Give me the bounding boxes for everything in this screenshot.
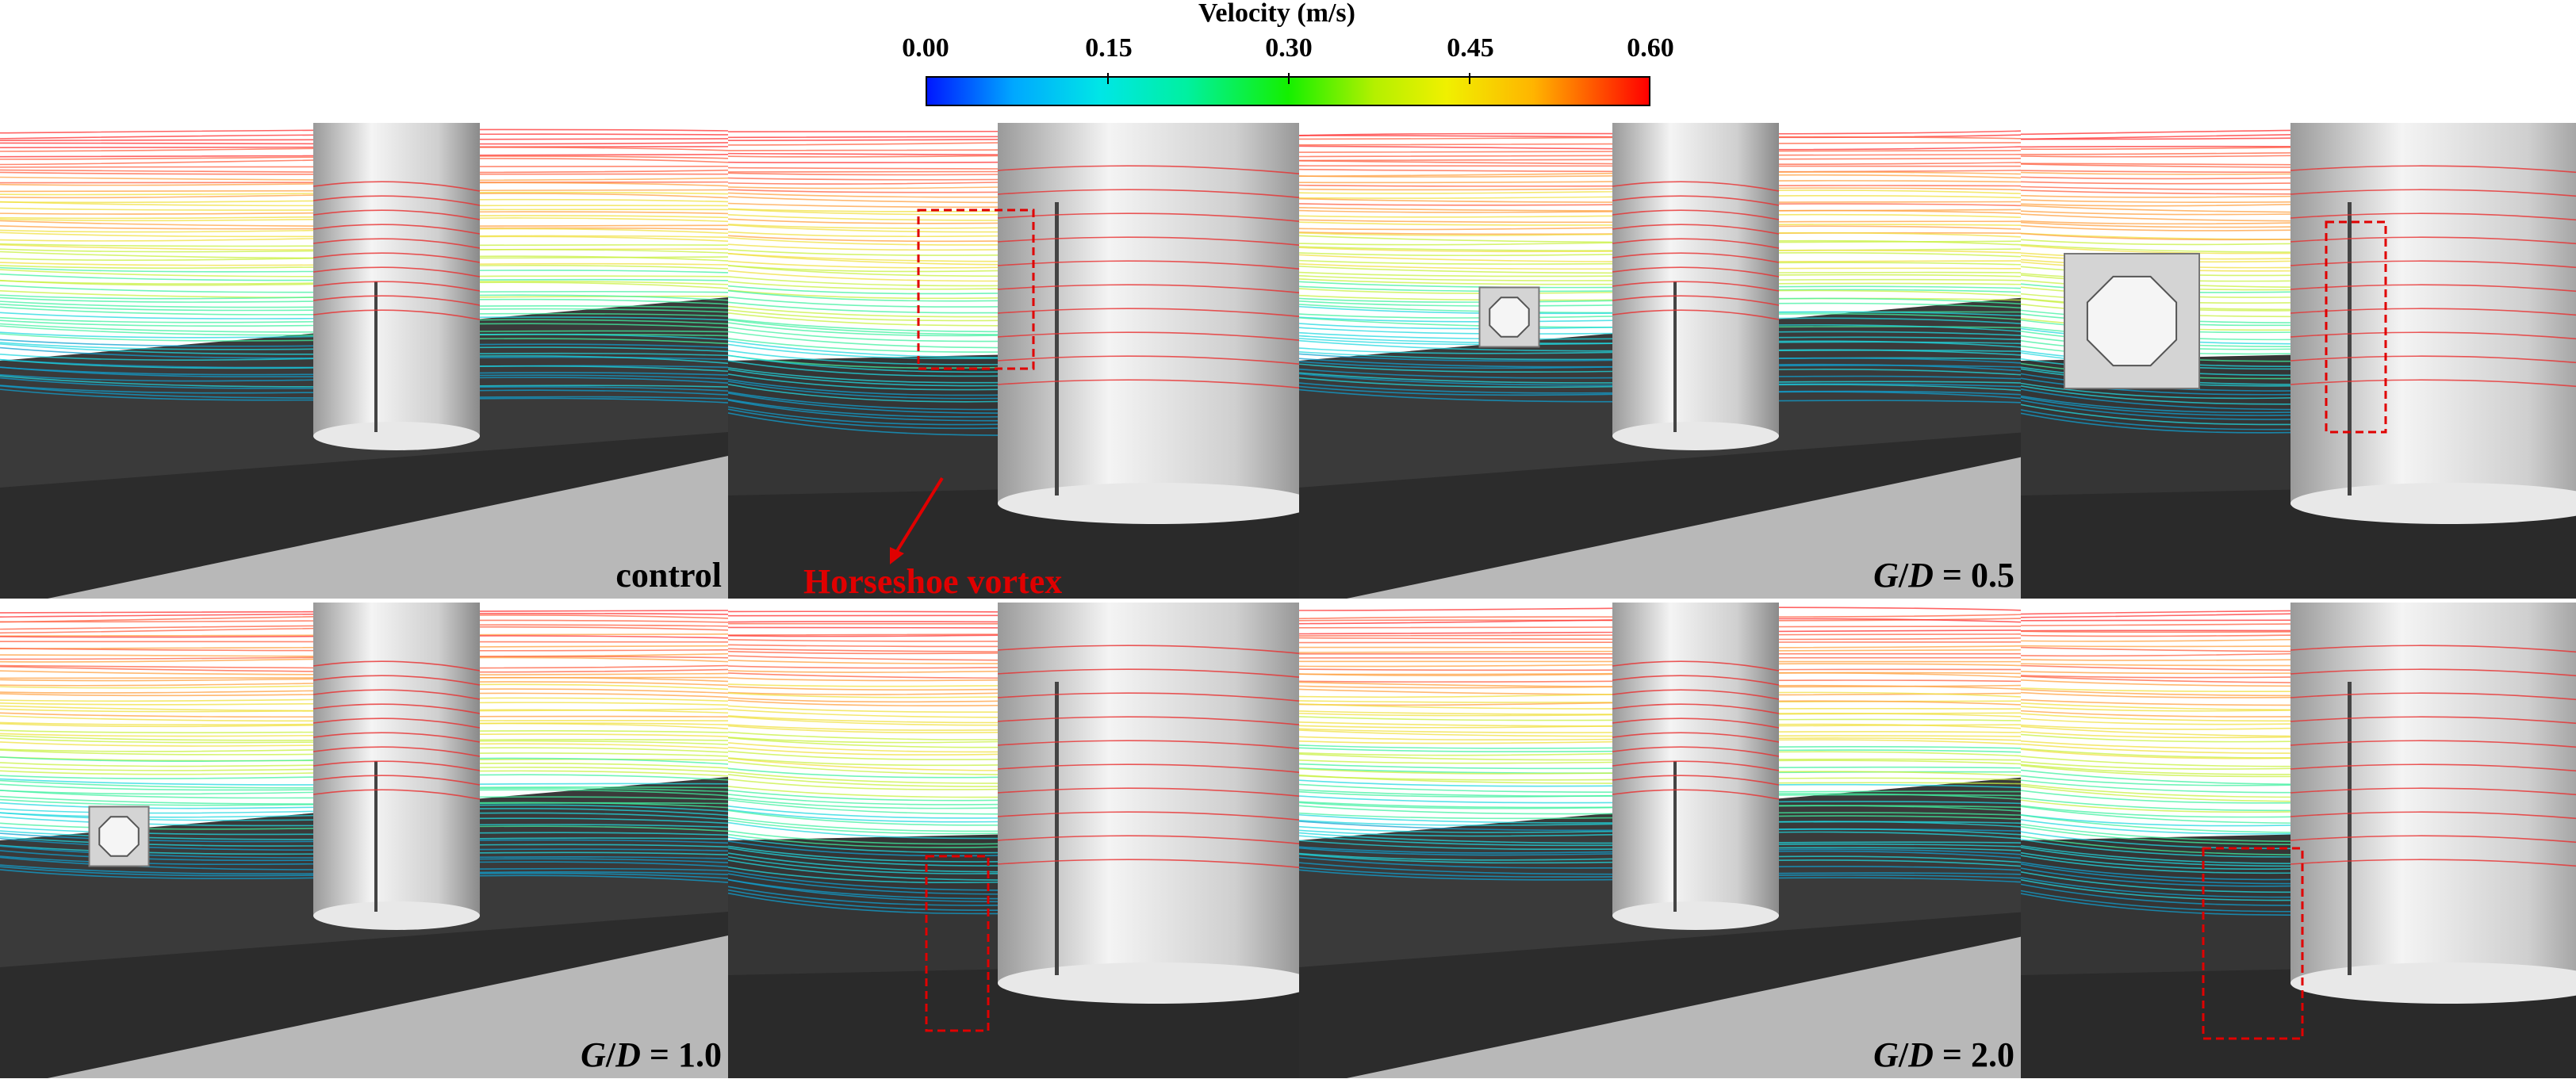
colorbar-tick-label: 0.45 (1447, 33, 1494, 63)
colorbar-tick-label: 0.60 (1627, 33, 1674, 63)
flow-scene (1299, 603, 2021, 1078)
colorbar: Velocity (m/s) 0.00 0.15 0.30 0.45 0.60 (0, 0, 2576, 119)
flow-scene (0, 123, 728, 599)
panel-control-zoom (728, 123, 1456, 599)
flow-scene-zoom (2021, 123, 2576, 599)
colorbar-tick-label: 0.15 (1085, 33, 1133, 63)
colorbar-tick-label: 0.30 (1265, 33, 1313, 63)
horseshoe-vortex-label: Horseshoe vortex (803, 562, 1063, 601)
flow-scene-zoom (728, 603, 1456, 1078)
colorbar-title: Velocity (m/s) (1198, 0, 1355, 28)
colorbar-tick-label: 0.00 (902, 33, 949, 63)
panel-label-control: control (615, 556, 722, 595)
flow-scene-zoom (728, 123, 1456, 599)
panel-label-gd05: G/D = 0.5 (1873, 556, 2014, 595)
panel-control-overview: control (0, 123, 728, 599)
flow-scene (1299, 123, 2021, 599)
flow-scene-zoom (2021, 603, 2576, 1078)
panel-label-gd10: G/D = 1.0 (581, 1035, 722, 1074)
panel-gd05-zoom (2021, 123, 2576, 599)
colorbar-tick (1469, 73, 1470, 84)
panel-gd05-overview: G/D = 0.5 (1299, 123, 2021, 599)
panel-gd20-overview: G/D = 2.0 (1299, 603, 2021, 1078)
panel-gd10-zoom (728, 603, 1456, 1078)
colorbar-tick (1107, 73, 1109, 84)
flow-scene (0, 603, 728, 1078)
panel-gd20-zoom (2021, 603, 2576, 1078)
panel-gd10-overview: G/D = 1.0 (0, 603, 728, 1078)
colorbar-tick (1288, 73, 1290, 84)
panel-label-gd20: G/D = 2.0 (1873, 1035, 2014, 1074)
